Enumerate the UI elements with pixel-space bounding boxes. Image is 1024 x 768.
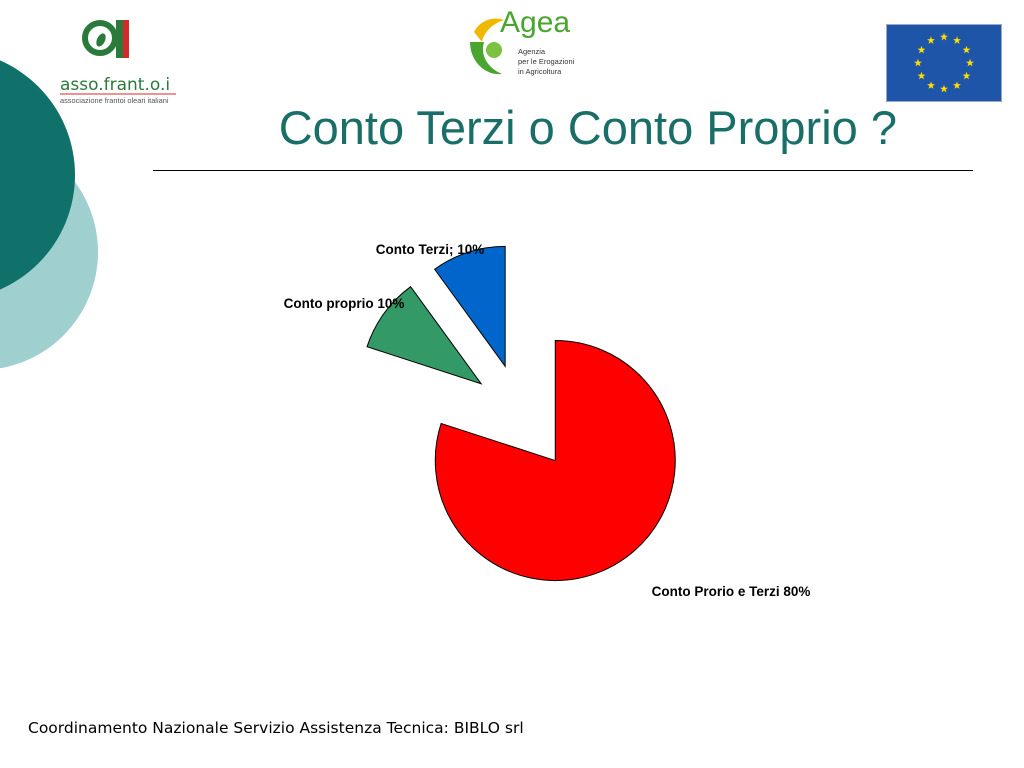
pie-slice bbox=[433, 245, 506, 368]
eu-star-icon bbox=[962, 71, 971, 80]
eu-flag-icon bbox=[886, 24, 1002, 102]
agea-line-2: per le Erogazioni bbox=[518, 57, 575, 66]
pie-slice bbox=[366, 286, 483, 385]
eu-star-icon bbox=[927, 81, 935, 89]
page-title: Conto Terzi o Conto Proprio ? bbox=[278, 101, 897, 154]
deco-circle-dark bbox=[0, 60, 75, 290]
assofrantoi-logo: asso.frant.o.i associazione frantoi olea… bbox=[58, 14, 180, 110]
title-divider bbox=[153, 170, 973, 171]
agea-logo: Agea Agenzia per le Erogazioni in Agrico… bbox=[464, 2, 590, 82]
eu-star-icon bbox=[940, 84, 948, 93]
decorative-circles bbox=[0, 60, 98, 369]
eu-star-icon bbox=[917, 45, 926, 54]
eu-star-icon bbox=[962, 45, 971, 54]
pie-slice bbox=[434, 340, 676, 582]
eu-star-icon bbox=[914, 58, 922, 67]
eu-star-icon bbox=[927, 36, 935, 44]
footer-text: Coordinamento Nazionale Servizio Assiste… bbox=[28, 719, 524, 737]
assofrantoi-tagline: associazione frantoi oleari italiani bbox=[60, 96, 169, 105]
eu-star-icon bbox=[953, 81, 961, 89]
pie-slice-label: Conto Prorio e Terzi 80% bbox=[652, 584, 811, 599]
agea-line-1: Agenzia bbox=[518, 47, 546, 56]
agea-name: Agea bbox=[500, 6, 570, 39]
assofrantoi-name: asso.frant.o.i bbox=[60, 75, 170, 95]
agea-line-3: in Agricoltura bbox=[518, 67, 562, 76]
eu-star-icon bbox=[953, 36, 961, 44]
eu-star-icon bbox=[966, 58, 974, 67]
pie-slice-label: Conto Terzi; 10% bbox=[376, 242, 485, 257]
eu-star-icon bbox=[940, 32, 948, 41]
pie-slice-label: Conto proprio 10% bbox=[284, 296, 405, 311]
eu-star-icon bbox=[917, 71, 926, 80]
